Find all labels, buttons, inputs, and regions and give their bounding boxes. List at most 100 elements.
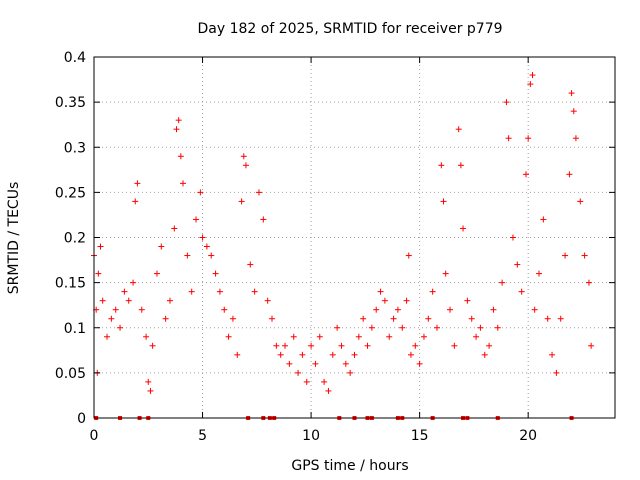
data-point bbox=[527, 81, 534, 88]
data-point bbox=[518, 288, 525, 295]
data-point bbox=[212, 270, 219, 277]
data-point bbox=[147, 387, 154, 394]
data-point bbox=[394, 306, 401, 313]
data-point bbox=[193, 216, 200, 223]
data-point bbox=[242, 162, 249, 169]
data-point bbox=[143, 333, 150, 340]
y-tick-label: 0.25 bbox=[55, 185, 86, 201]
data-point bbox=[321, 378, 328, 385]
data-point bbox=[158, 243, 165, 250]
data-point bbox=[572, 135, 579, 142]
data-point bbox=[433, 324, 440, 331]
data-point bbox=[364, 342, 371, 349]
data-point bbox=[334, 324, 341, 331]
data-point bbox=[273, 342, 280, 349]
data-point bbox=[316, 333, 323, 340]
data-point bbox=[473, 333, 480, 340]
data-point bbox=[568, 90, 575, 97]
data-point bbox=[282, 342, 289, 349]
data-point bbox=[225, 333, 232, 340]
data-point bbox=[303, 378, 310, 385]
y-tick-label: 0.4 bbox=[64, 50, 86, 66]
data-point bbox=[499, 279, 506, 286]
data-point bbox=[503, 99, 510, 106]
data-point bbox=[264, 297, 271, 304]
data-point bbox=[416, 360, 423, 367]
data-point bbox=[199, 234, 206, 241]
data-point bbox=[177, 153, 184, 160]
data-point bbox=[153, 270, 160, 277]
data-point bbox=[308, 342, 315, 349]
grid bbox=[94, 57, 615, 418]
x-tick-label: 10 bbox=[302, 428, 320, 444]
data-point bbox=[197, 189, 204, 196]
data-point bbox=[132, 198, 139, 205]
data-point bbox=[477, 324, 484, 331]
data-point bbox=[407, 351, 414, 358]
data-point bbox=[442, 270, 449, 277]
data-point bbox=[112, 306, 119, 313]
data-point bbox=[405, 252, 412, 259]
data-point bbox=[490, 306, 497, 313]
x-tick-label: 20 bbox=[519, 428, 537, 444]
data-point bbox=[585, 279, 592, 286]
data-point bbox=[104, 333, 111, 340]
data-point bbox=[460, 225, 467, 232]
y-tick-label: 0.35 bbox=[55, 95, 86, 111]
y-tick-label: 0.15 bbox=[55, 276, 86, 292]
data-point bbox=[99, 297, 106, 304]
data-point bbox=[455, 126, 462, 133]
data-point bbox=[290, 333, 297, 340]
data-point bbox=[368, 324, 375, 331]
data-point bbox=[412, 342, 419, 349]
data-point bbox=[360, 315, 367, 322]
data-point bbox=[381, 297, 388, 304]
data-point bbox=[540, 216, 547, 223]
data-point bbox=[325, 387, 332, 394]
data-point bbox=[238, 198, 245, 205]
data-point bbox=[525, 135, 532, 142]
data-point bbox=[299, 351, 306, 358]
data-point bbox=[175, 117, 182, 124]
data-point bbox=[440, 198, 447, 205]
data-point bbox=[531, 306, 538, 313]
data-point bbox=[373, 306, 380, 313]
data-point bbox=[240, 153, 247, 160]
data-point bbox=[457, 162, 464, 169]
data-point bbox=[425, 315, 432, 322]
data-point bbox=[355, 333, 362, 340]
data-point bbox=[208, 252, 215, 259]
data-point bbox=[577, 198, 584, 205]
data-point bbox=[562, 252, 569, 259]
data-point bbox=[420, 333, 427, 340]
data-point bbox=[505, 135, 512, 142]
data-point bbox=[173, 126, 180, 133]
data-point bbox=[166, 297, 173, 304]
data-point bbox=[251, 288, 258, 295]
data-point bbox=[260, 216, 267, 223]
data-point bbox=[203, 243, 210, 250]
x-tick-label: 0 bbox=[90, 428, 99, 444]
data-point bbox=[342, 360, 349, 367]
data-point bbox=[134, 180, 141, 187]
data-point bbox=[149, 342, 156, 349]
data-point bbox=[247, 261, 254, 268]
data-point bbox=[145, 378, 152, 385]
data-point bbox=[277, 351, 284, 358]
data-point bbox=[171, 225, 178, 232]
data-point bbox=[95, 270, 102, 277]
x-tick-label: 15 bbox=[411, 428, 429, 444]
data-point bbox=[588, 342, 595, 349]
data-point bbox=[121, 288, 128, 295]
y-tick-label: 0.3 bbox=[64, 140, 86, 156]
x-tick-label: 5 bbox=[198, 428, 207, 444]
data-point bbox=[522, 171, 529, 178]
data-point bbox=[234, 351, 241, 358]
data-point bbox=[216, 288, 223, 295]
data-point bbox=[286, 360, 293, 367]
data-point bbox=[451, 342, 458, 349]
data-point bbox=[549, 351, 556, 358]
data-point bbox=[399, 324, 406, 331]
